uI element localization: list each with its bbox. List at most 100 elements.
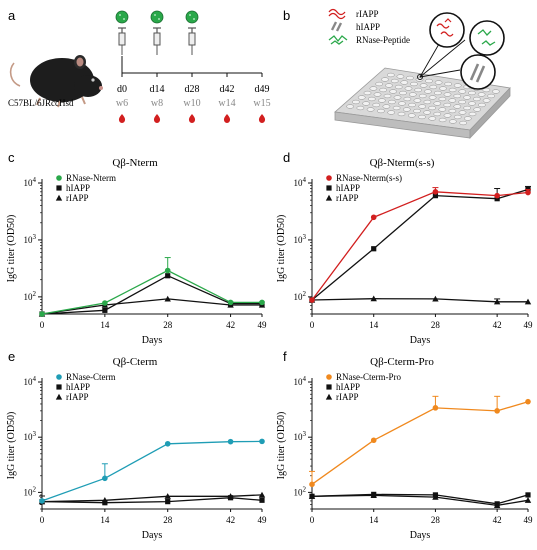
- x-axis-label: Days: [142, 530, 163, 541]
- plate-well: [482, 87, 491, 93]
- data-point: [494, 196, 500, 202]
- x-tick-label: 0: [40, 320, 45, 330]
- series-rIAPP: [308, 492, 532, 509]
- y-tick-exponent: 2: [33, 290, 37, 298]
- vaccine-particle-dot: [119, 14, 121, 16]
- data-point: [370, 295, 377, 302]
- legend-marker: [325, 393, 333, 400]
- plate-well: [385, 83, 393, 88]
- legend-label: hIAPP: [336, 382, 360, 392]
- plate-well: [453, 93, 462, 99]
- plate-well: [403, 96, 412, 102]
- x-tick-label: 0: [310, 320, 315, 330]
- data-point: [494, 192, 500, 199]
- mouse-strain-label: C57BL/6JRccHsd: [8, 98, 74, 108]
- plate-well: [482, 98, 491, 103]
- plate-well: [387, 110, 396, 115]
- y-tick-exponent: 2: [303, 485, 307, 493]
- data-point: [39, 498, 45, 504]
- y-tick-base: 10: [24, 235, 34, 245]
- legend-marker: [326, 175, 332, 181]
- plate-well: [453, 114, 462, 120]
- plate-well: [363, 90, 372, 96]
- plate-well: [407, 113, 416, 118]
- plate-well: [478, 102, 486, 108]
- plate-wells: [346, 72, 500, 126]
- legend-marker: [325, 194, 333, 201]
- data-point: [258, 491, 266, 498]
- blood-drop-icon: [153, 114, 161, 123]
- data-point: [370, 214, 377, 221]
- plate-well: [396, 74, 405, 79]
- y-tick-label: 102: [294, 485, 307, 497]
- plate-well: [492, 89, 500, 94]
- plate-well: [366, 107, 375, 112]
- timeline-day-label: d28: [185, 84, 200, 95]
- plate-well: [448, 98, 457, 103]
- y-tick-exponent: 2: [33, 485, 37, 493]
- data-point: [309, 297, 315, 303]
- syringe-icon: [115, 10, 129, 55]
- data-point: [164, 440, 171, 447]
- series-rIAPP: [308, 295, 532, 305]
- legend-label: RNase-Cterm-Pro: [336, 372, 401, 382]
- chart-title: Qβ-Nterm(s-s): [370, 157, 435, 169]
- series-line: [311, 188, 529, 301]
- plate-well: [373, 92, 382, 97]
- plate-well: [392, 105, 401, 111]
- x-tick-label: 42: [493, 515, 502, 525]
- x-tick-label: 14: [100, 320, 110, 330]
- plate-well: [443, 113, 452, 118]
- data-point: [101, 497, 109, 503]
- plate-well: [468, 101, 476, 106]
- series-line: [41, 440, 263, 502]
- y-tick-exponent: 2: [303, 290, 307, 298]
- plate-well: [393, 95, 402, 100]
- blood-drop-icon: [118, 114, 126, 123]
- data-point: [494, 408, 500, 414]
- timeline-week-label: w8: [151, 98, 163, 109]
- plate-well: [444, 81, 453, 87]
- data-point: [524, 298, 532, 305]
- plate-well: [453, 83, 462, 88]
- plate-well: [438, 117, 447, 123]
- x-tick-label: 49: [258, 515, 268, 525]
- legend-label: RNase-Nterm: [66, 173, 116, 183]
- y-tick-label: 104: [294, 375, 307, 387]
- plate-well: [487, 93, 496, 99]
- x-tick-label: 42: [493, 320, 502, 330]
- data-point: [370, 437, 377, 444]
- vaccine-particle-icon: [185, 10, 199, 24]
- plate-well: [477, 92, 486, 97]
- plate-well: [369, 86, 378, 91]
- x-tick-label: 14: [100, 515, 110, 525]
- data-point: [164, 267, 171, 274]
- plate-well: [372, 102, 381, 108]
- legend-marker: [55, 393, 63, 400]
- legend-marker: [326, 185, 332, 191]
- data-point: [525, 189, 531, 196]
- panel-letter-e: e: [8, 349, 15, 364]
- vaccine-particle-dot: [158, 18, 160, 20]
- rnase-peptide-legend-icon: [328, 35, 348, 45]
- data-point: [164, 493, 171, 499]
- plate-well: [468, 111, 477, 117]
- x-tick-label: 28: [163, 320, 173, 330]
- zoom-hIAPP-circle: [460, 54, 496, 90]
- legend-label: hIAPP: [336, 183, 360, 193]
- data-point: [525, 398, 531, 405]
- panel-b: b rIAPP hIAPP RNase-Peptide: [283, 8, 511, 139]
- data-point: [39, 311, 45, 317]
- y-tick-label: 104: [24, 176, 37, 188]
- plate-well: [386, 72, 395, 78]
- plate-well: [379, 87, 388, 93]
- plate-well: [388, 99, 396, 105]
- plate-well: [400, 80, 409, 85]
- data-point: [371, 246, 377, 252]
- y-tick-exponent: 3: [303, 430, 307, 438]
- plate-well: [418, 104, 427, 109]
